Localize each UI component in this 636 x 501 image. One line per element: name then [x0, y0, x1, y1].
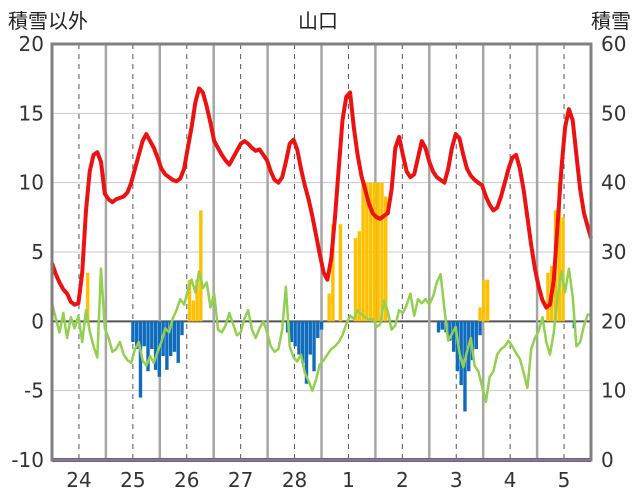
y-tick-right: 20 [601, 309, 626, 333]
y-tick-right: 40 [601, 171, 626, 195]
negative_bars-bar [463, 321, 467, 412]
left-axis-label: 積雪以外 [8, 9, 88, 33]
negative_bars-bar [165, 321, 169, 370]
y-tick-left: 5 [31, 240, 44, 264]
snow_depth-bar [380, 182, 384, 322]
negative_bars-bar [142, 321, 146, 347]
snow_depth-bar [384, 196, 388, 322]
negative_bars-bar [293, 321, 297, 347]
y-tick-right: 0 [601, 448, 614, 472]
negative_bars-bar [301, 321, 305, 363]
negative_bars-bar [146, 321, 150, 372]
wind-line [50, 267, 592, 404]
y-tick-right: 10 [601, 379, 626, 403]
snow_depth-bar [195, 279, 199, 322]
y-tick-left: -10 [11, 448, 44, 472]
plot-frame [50, 42, 593, 462]
x-tick-label: 26 [174, 468, 199, 492]
y-tick-left: 10 [19, 171, 44, 195]
negative_bars-bar [150, 321, 154, 350]
x-tick-label: 27 [228, 468, 253, 492]
snow_depth-bar [353, 238, 358, 322]
snow_depth-bar [478, 307, 482, 322]
negative_bars-bar [168, 321, 173, 356]
snow_depth-bar [546, 272, 550, 322]
snow_depth-bar [191, 300, 195, 322]
snow_depth-bar [485, 279, 490, 322]
temperature-line [50, 86, 593, 310]
y-tick-right: 60 [601, 32, 626, 56]
negative_bars-bar [436, 321, 441, 333]
negative_bars-bar [448, 321, 452, 341]
snow_depth-bar [199, 210, 203, 322]
negative_bars-bar [312, 321, 316, 372]
snow_depth-bar [338, 224, 343, 322]
snow_depth-bar [368, 182, 373, 322]
x-tick-label: 3 [450, 468, 463, 492]
negative_bars-bar [478, 321, 482, 336]
negative_bars-bar [297, 321, 301, 355]
negative_bars-bar [316, 321, 320, 338]
snow_depth-bar [85, 272, 90, 322]
y-tick-left: 15 [19, 101, 44, 125]
x-tick-label: 5 [558, 468, 571, 492]
x-tick-label: 4 [504, 468, 517, 492]
y-tick-left: 20 [19, 32, 44, 56]
right-axis-label: 積雪 [591, 9, 631, 33]
x-tick-label: 28 [282, 468, 307, 492]
snow_depth-bar [327, 293, 331, 322]
negative_bars-bar [135, 321, 139, 350]
chart-title: 山口 [298, 9, 338, 33]
snow_depth-bar [372, 182, 377, 322]
snow_depth-bar [557, 182, 561, 322]
x-tick-label: 1 [342, 468, 355, 492]
y-tick-right: 50 [601, 101, 626, 125]
snow_depth-bar [365, 182, 369, 322]
negative_bars-bar [308, 321, 312, 355]
negative_bars-bar [138, 321, 143, 398]
negative_bars-bar [459, 321, 463, 386]
snow_depth-bar [361, 182, 365, 322]
negative_bars-bar [172, 321, 177, 352]
negative_bars-bar [319, 321, 324, 330]
negative_bars-bar [470, 321, 475, 361]
snow_depth-bar [376, 182, 380, 322]
negative_bars-bar [289, 321, 294, 343]
snow_depth-bar [331, 224, 335, 322]
x-tick-label: 25 [120, 468, 145, 492]
negative_bars-bar [180, 321, 184, 336]
negative_bars-bar [451, 321, 456, 352]
snow_depth-bar [187, 279, 192, 322]
snow_depth-bar [561, 217, 565, 322]
x-tick-label: 24 [66, 468, 91, 492]
negative_bars-bar [304, 321, 309, 384]
snow_depth-bar [357, 231, 362, 322]
negative_bars-bar [474, 321, 478, 350]
negative_bars-bar [440, 321, 445, 330]
negative_bars-bar [131, 321, 135, 343]
x-tick-label: 2 [396, 468, 409, 492]
y-tick-left: 0 [31, 309, 44, 333]
negative_bars-bar [153, 321, 158, 370]
y-tick-right: 30 [601, 240, 626, 264]
snow_depth-bar [482, 279, 486, 322]
negative_bars-bar [176, 321, 180, 363]
y-tick-left: -5 [24, 379, 44, 403]
